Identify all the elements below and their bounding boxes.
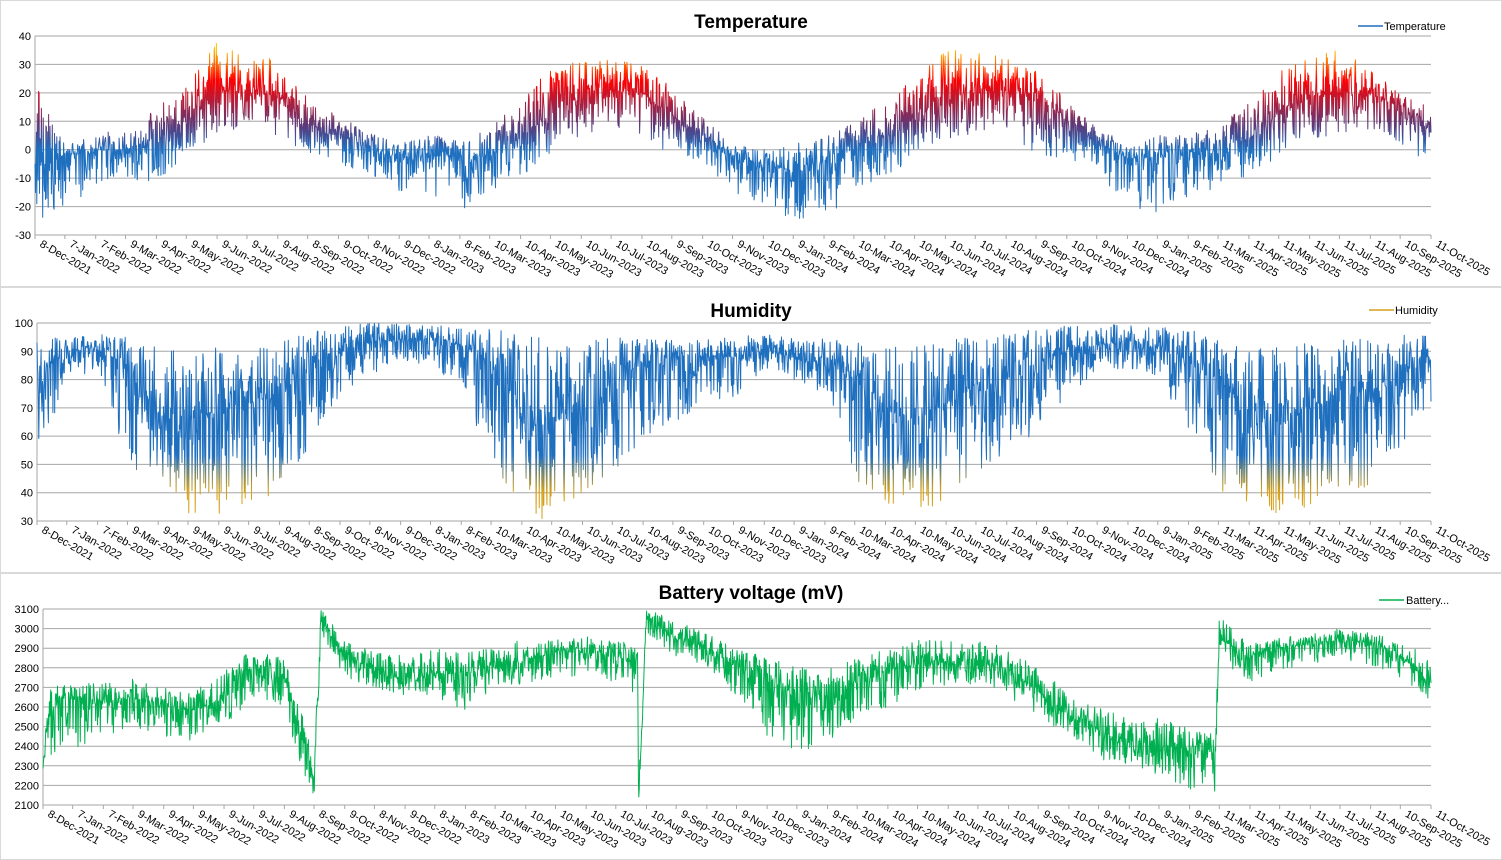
y-tick-label: 2800 [15,663,39,675]
y-tick-label: 30 [19,59,31,71]
x-axis: 8-Dec-20217-Jan-20227-Feb-20229-Mar-2022… [36,521,1492,567]
y-tick-label: -20 [15,202,31,214]
y-tick-label: 50 [21,459,33,471]
y-tick-label: -30 [15,230,31,242]
y-tick-label: 2600 [15,702,39,714]
series-temperature [34,43,1432,219]
series-battery-voltage [42,610,1432,798]
y-tick-label: 30 [21,516,33,528]
chart-title: Humidity [710,301,792,322]
y-tick-label: 90 [21,346,33,358]
y-tick-label: 40 [19,31,31,43]
humidity-chart: Humidity 100 90 80 70 60 50 40 30 8-Dec-20217-J… [15,301,1492,567]
series-humidity [36,322,1432,519]
legend: Temperature [1358,21,1446,33]
y-tick-label: 10 [19,116,31,128]
legend: Humidity [1369,305,1438,317]
y-tick-label: 20 [19,88,31,100]
x-axis: 8-Dec-20217-Jan-20227-Feb-20229-Mar-2022… [42,805,1492,851]
legend-label: Humidity [1395,305,1438,317]
series-line [34,43,1432,219]
series-line [42,610,1432,798]
y-tick-label: 70 [21,403,33,415]
temperature-chart: Temperature 40 30 20 10 0 -10 -20 -30 8-Dec-202… [15,12,1492,281]
y-axis: 100 90 80 70 60 50 40 30 [15,318,33,528]
y-axis: 40 30 20 10 0 -10 -20 -30 [15,31,31,242]
y-tick-label: 100 [15,318,33,330]
y-tick-label: -10 [15,173,31,185]
y-tick-label: 2500 [15,722,39,734]
legend-label: Battery... [1406,595,1449,607]
battery-voltage-chart-panel: Battery voltage (mV) 3100 3000 2900 2800 270… [0,573,1502,860]
humidity-chart-panel: Humidity 100 90 80 70 60 50 40 30 8-Dec-2021 7-J… [0,287,1502,573]
y-tick-label: 2900 [15,643,39,655]
chart-title: Temperature [694,12,808,33]
y-tick-label: 2200 [15,780,39,792]
grid [34,35,1431,236]
legend-label: Temperature [1384,21,1446,33]
temperature-chart-panel: Temperature 40 30 20 10 0 -10 -20 -30 8-Dec-202… [0,0,1502,287]
y-tick-label: 2100 [15,800,39,812]
y-tick-label: 2700 [15,682,39,694]
y-tick-label: 2400 [15,741,39,753]
x-axis: 8-Dec-20217-Jan-20227-Feb-20229-Mar-2022… [34,235,1492,281]
y-axis: 3100 3000 2900 2800 2700 2600 2500 2400 2300 2200… [15,604,39,812]
y-tick-label: 0 [25,145,31,157]
y-tick-label: 2300 [15,761,39,773]
series-line [36,322,1432,519]
legend: Battery... [1379,595,1449,607]
chart-title: Battery voltage (mV) [659,583,844,604]
y-tick-label: 60 [21,431,33,443]
y-tick-label: 80 [21,375,33,387]
y-tick-label: 3100 [15,604,39,616]
battery-voltage-chart: Battery voltage (mV) 3100 3000 2900 2800 270… [15,583,1492,851]
y-tick-label: 40 [21,488,33,500]
y-tick-label: 3000 [15,624,39,636]
